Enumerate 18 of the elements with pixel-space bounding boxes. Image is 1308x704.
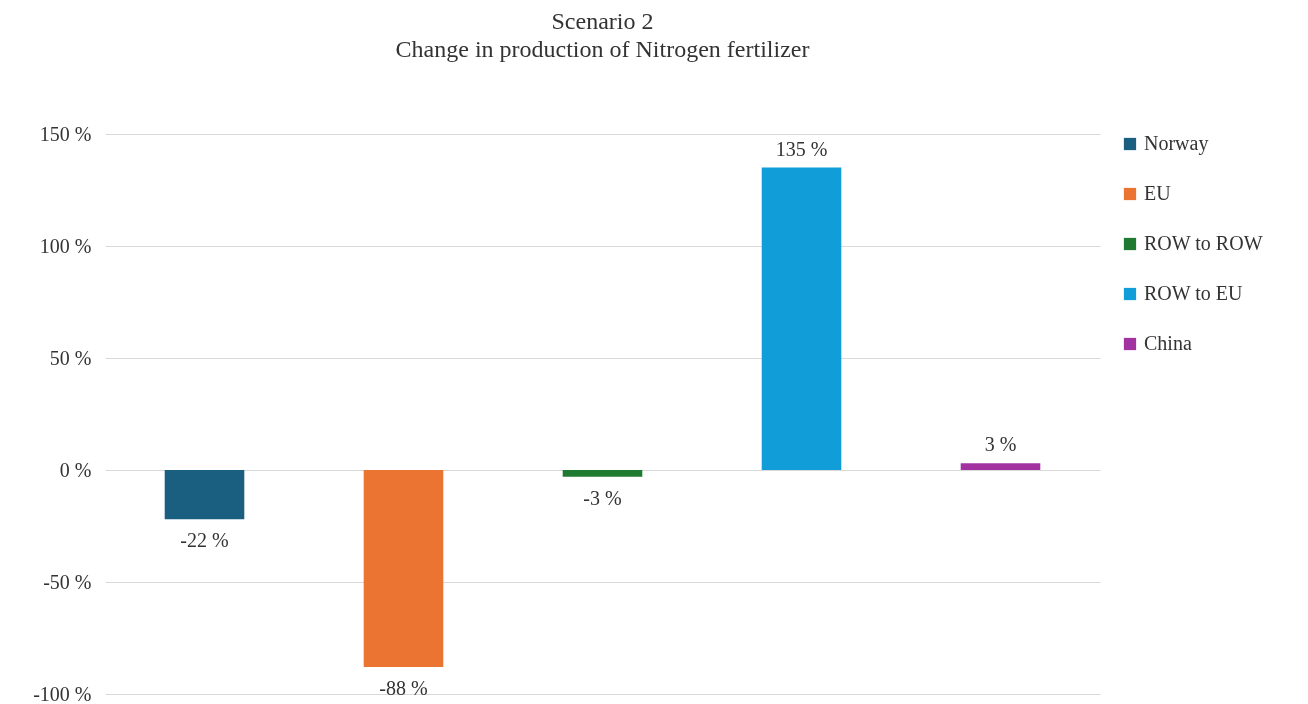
y-tick-label: 150 %: [39, 122, 92, 145]
legend-label: ROW to EU: [1144, 282, 1244, 304]
y-tick-label: -100 %: [33, 682, 92, 704]
data-label: -22 %: [180, 529, 229, 552]
legend-label: EU: [1144, 182, 1172, 204]
data-label: 135 %: [775, 137, 828, 160]
chart-title: Scenario 2: [551, 8, 654, 34]
chart-subtitle: Change in production of Nitrogen fertilizer: [395, 36, 810, 62]
data-label: -88 %: [379, 677, 428, 700]
y-tick-label: -50 %: [43, 570, 92, 593]
legend-label: China: [1144, 332, 1192, 354]
legend-label: Norway: [1144, 132, 1209, 155]
y-tick-label: 0 %: [59, 458, 92, 481]
legend-label: ROW to ROW: [1144, 232, 1263, 254]
data-label: 3 %: [984, 433, 1017, 456]
y-tick-label: 50 %: [49, 346, 92, 369]
y-tick-label: 100 %: [39, 234, 92, 257]
data-label: -3 %: [583, 486, 622, 509]
